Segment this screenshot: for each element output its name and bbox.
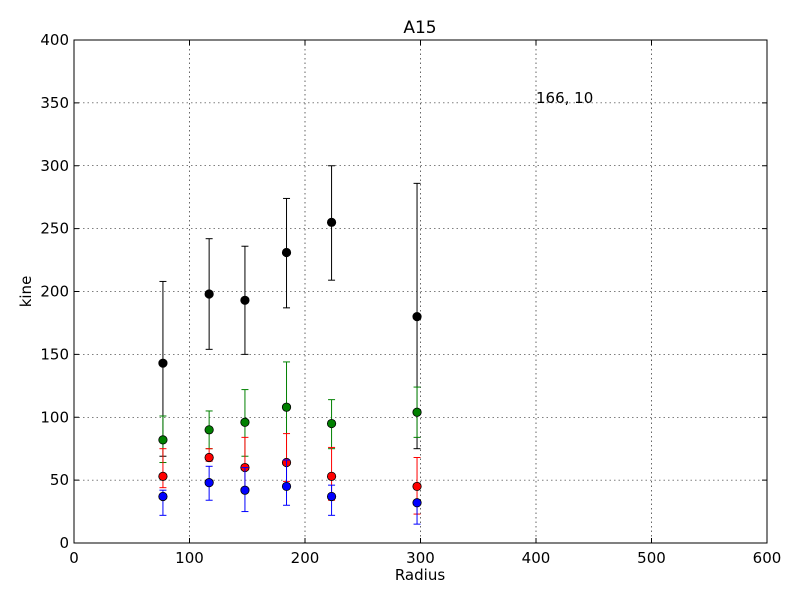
axis-ticks: 0 100 200 300 400 500 600 0 50 100 150 200 250 300 350…	[40, 31, 781, 567]
data-series-0	[158, 165, 422, 457]
y-tick-label: 400	[40, 31, 69, 49]
x-tick-label: 400	[522, 549, 551, 567]
chart-title: A15	[403, 18, 436, 38]
data-series-1	[158, 361, 422, 464]
y-tick-label: 250	[40, 220, 69, 238]
x-axis-label: Radius	[395, 566, 445, 584]
data-point	[158, 491, 168, 502]
data-point	[281, 247, 292, 258]
data-point	[240, 295, 250, 305]
data-point	[412, 407, 422, 417]
x-tick-label: 600	[753, 549, 782, 567]
y-tick-label: 150	[40, 345, 69, 363]
data-point	[412, 498, 422, 508]
x-tick-label: 300	[406, 549, 435, 567]
y-tick-label: 350	[40, 94, 69, 112]
y-tick-label: 100	[40, 408, 69, 426]
data-point	[326, 471, 337, 481]
y-tick-label: 200	[40, 283, 69, 301]
data-point	[240, 417, 250, 427]
data-point	[158, 435, 168, 445]
data-point	[204, 452, 214, 463]
data-point	[326, 491, 337, 502]
data-point	[240, 485, 250, 495]
data-point	[326, 217, 337, 227]
x-tick-label: 500	[637, 549, 666, 567]
data-series-3	[158, 459, 422, 525]
data-series-2	[158, 433, 422, 515]
y-tick-label: 0	[59, 534, 69, 552]
x-tick-label: 100	[175, 549, 204, 567]
data-point	[158, 471, 168, 481]
data-point	[281, 402, 292, 412]
data-point	[281, 481, 292, 492]
y-tick-label: 50	[50, 471, 69, 489]
x-tick-label: 200	[291, 549, 320, 567]
y-axis-label: kine	[17, 276, 35, 308]
data-point	[204, 289, 214, 299]
data-point	[326, 418, 337, 429]
chart-annotation: 166, 10	[536, 89, 593, 107]
data-point	[412, 481, 422, 492]
plot-area-frame	[73, 39, 768, 544]
data-point	[412, 312, 422, 322]
data-series	[158, 165, 422, 525]
data-point	[204, 478, 214, 488]
data-point	[204, 425, 214, 435]
x-tick-label: 0	[69, 549, 79, 567]
grid-lines	[74, 40, 767, 543]
y-tick-label: 300	[40, 157, 69, 175]
data-point	[158, 358, 168, 368]
